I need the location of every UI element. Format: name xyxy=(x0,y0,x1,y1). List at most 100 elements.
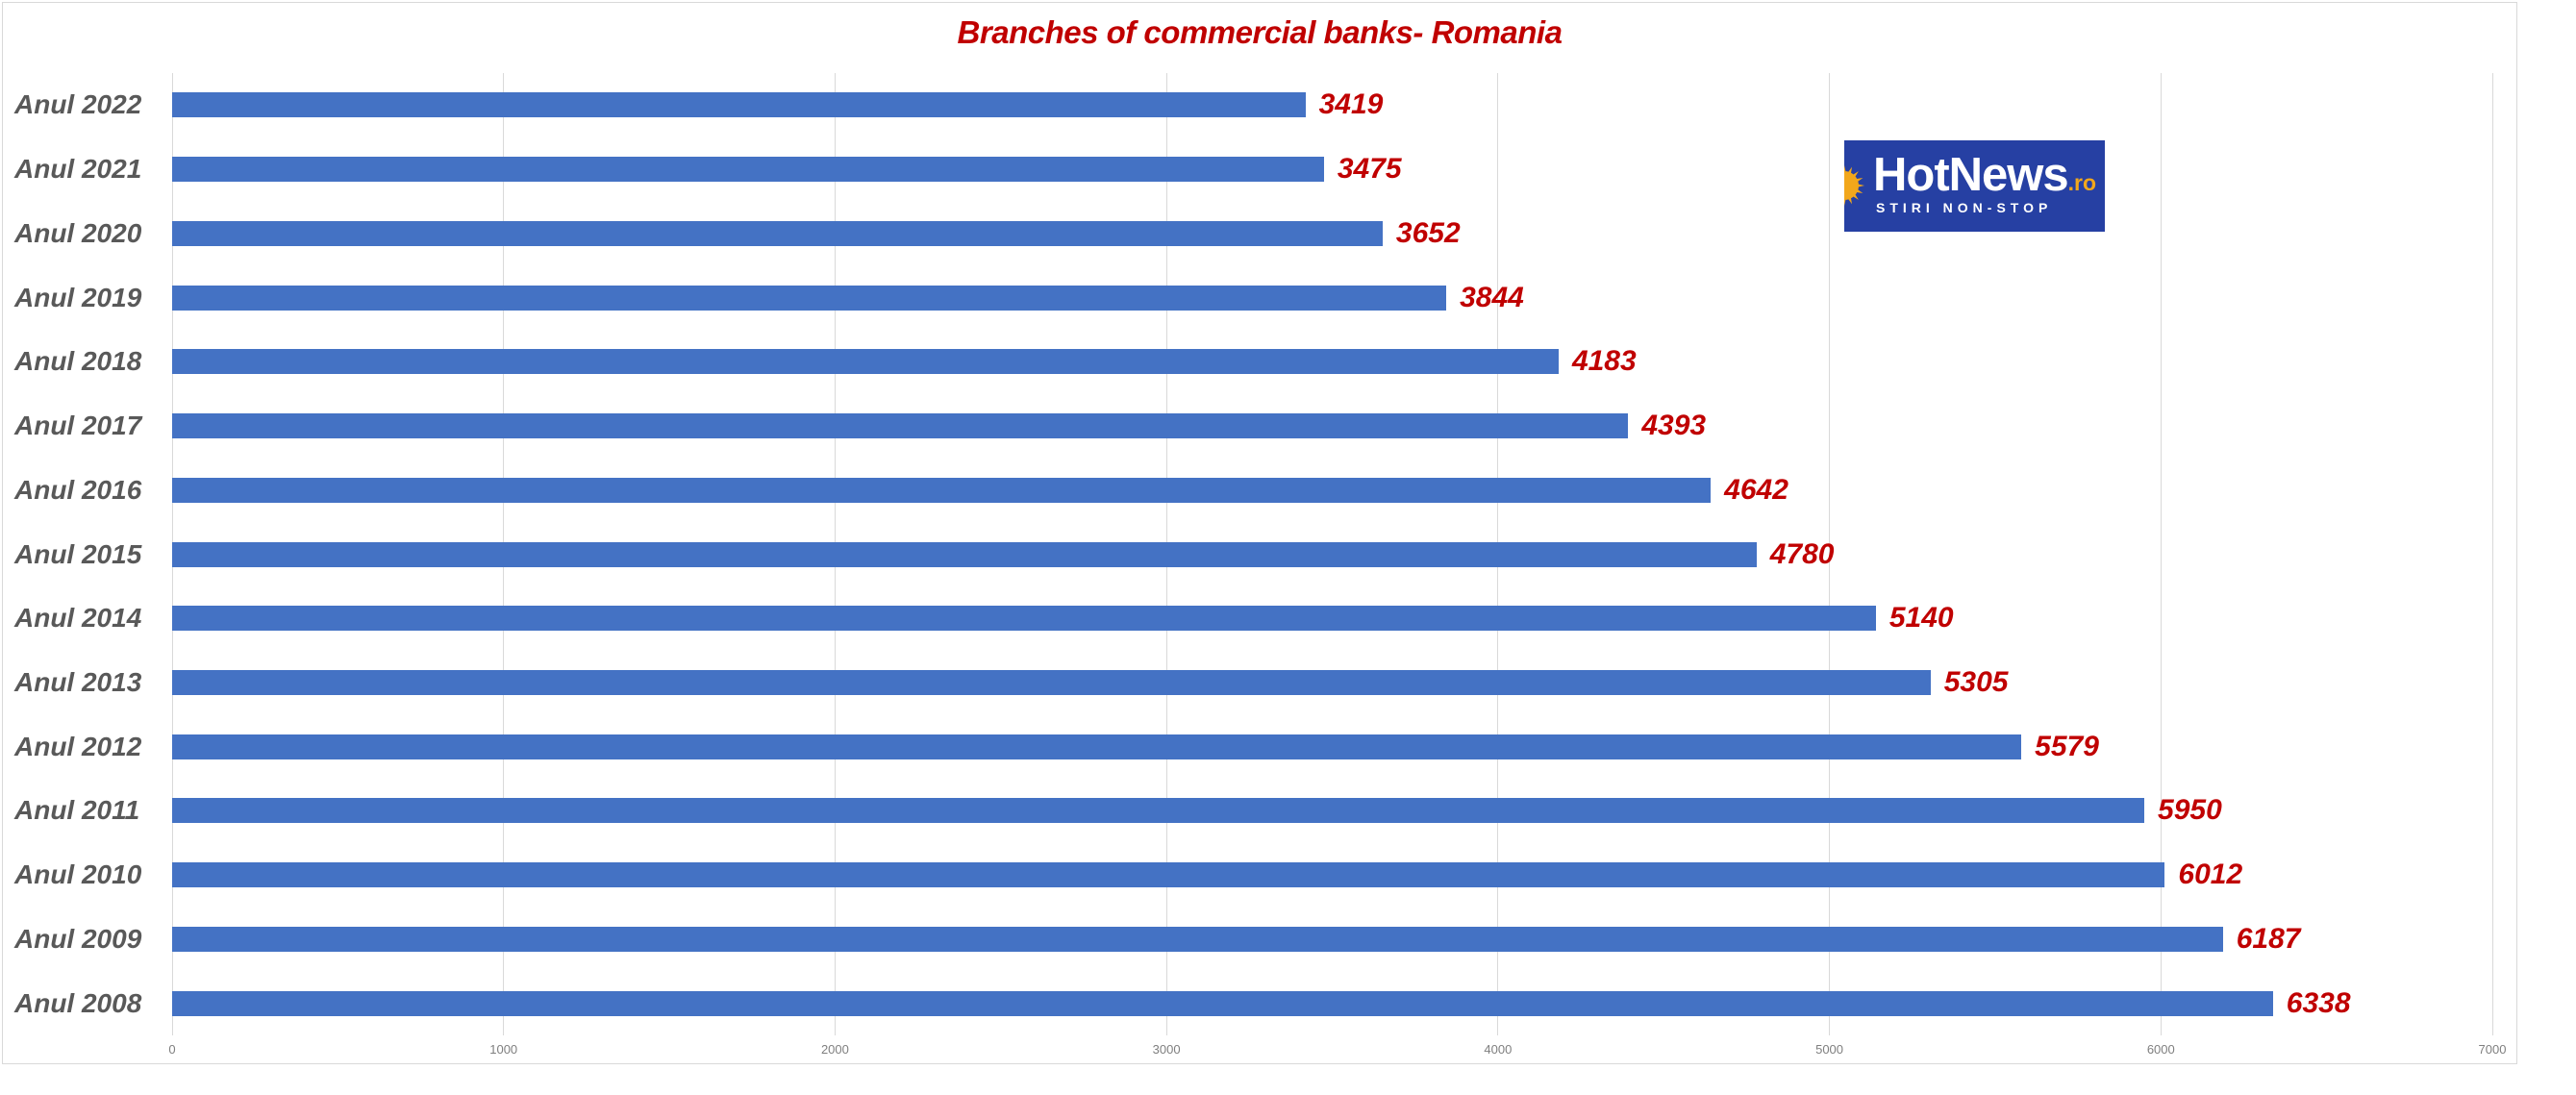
bar xyxy=(172,926,2223,952)
bar-track: 4183 xyxy=(172,330,2492,394)
bar-row: Anul 2015 4780 xyxy=(3,522,2492,586)
category-label: Anul 2012 xyxy=(14,731,142,761)
value-label: 4393 xyxy=(1641,410,1707,442)
bar-track: 4642 xyxy=(172,458,2492,522)
value-label: 3652 xyxy=(1395,216,1461,249)
bar-track: 5579 xyxy=(172,714,2492,779)
bar-row: Anul 2013 5305 xyxy=(3,651,2492,715)
category-label: Anul 2020 xyxy=(14,217,142,248)
value-label: 3844 xyxy=(1460,281,1524,313)
category-label: Anul 2015 xyxy=(14,538,142,569)
bar xyxy=(172,541,1757,567)
category-label: Anul 2013 xyxy=(14,666,142,697)
tick-label: 6000 xyxy=(2146,1042,2175,1057)
bar xyxy=(172,413,1629,439)
category-label: Anul 2016 xyxy=(14,474,142,505)
value-label: 5140 xyxy=(1888,602,1954,635)
tick-label: 4000 xyxy=(1484,1042,1513,1057)
bar-row: Anul 2020 3652 xyxy=(3,201,2492,265)
bar xyxy=(172,157,1324,183)
category-label: Anul 2010 xyxy=(14,859,142,890)
bar xyxy=(172,862,2165,888)
sun-ray xyxy=(1852,171,1859,178)
bar-track: 6187 xyxy=(172,908,2492,972)
value-label: 5579 xyxy=(2035,730,2099,762)
value-label: 4780 xyxy=(1769,537,1835,570)
category-label: Anul 2008 xyxy=(14,987,142,1018)
bar xyxy=(172,798,2145,824)
sun-ray xyxy=(1847,197,1853,205)
bar xyxy=(172,477,1712,503)
sun-icon xyxy=(1844,165,1864,206)
bar-track: 4393 xyxy=(172,394,2492,459)
bar xyxy=(172,220,1383,246)
category-label: Anul 2019 xyxy=(14,282,142,312)
gridline xyxy=(2160,73,2162,1035)
sun-ray xyxy=(1844,165,1846,173)
chart-frame: Branches of commercial banks- Romania An… xyxy=(2,2,2517,1064)
plot-area: Anul 2022 3419 Anul 2021 3475 Anul 2020 3652 A… xyxy=(14,73,2493,1035)
value-label: 4183 xyxy=(1571,345,1637,378)
bar-track: 3475 xyxy=(172,137,2492,202)
bar-track: 3419 xyxy=(172,73,2492,137)
logo-wordmark: HotNews.ro xyxy=(1873,148,2096,202)
bar-row: Anul 2014 5140 xyxy=(3,586,2492,651)
value-label: 6338 xyxy=(2286,986,2351,1019)
bar-row: Anul 2008 6338 xyxy=(3,971,2492,1035)
bar xyxy=(172,285,1447,311)
bar-row: Anul 2009 6187 xyxy=(3,908,2492,972)
tick-label: 1000 xyxy=(489,1042,518,1057)
bar-row: Anul 2022 3419 xyxy=(3,73,2492,137)
value-label: 5305 xyxy=(1943,665,2009,698)
bar-row: Anul 2011 5950 xyxy=(3,779,2492,843)
bar-track: 3652 xyxy=(172,201,2492,265)
sun-ray xyxy=(1856,177,1863,183)
sun-ray xyxy=(1857,184,1864,187)
sun-rays xyxy=(1844,165,1864,206)
bar-row: Anul 2017 4393 xyxy=(3,394,2492,459)
logo-tagline: STIRI NON-STOP xyxy=(1876,200,2053,215)
bar-row: Anul 2016 4642 xyxy=(3,458,2492,522)
category-label: Anul 2011 xyxy=(14,795,140,826)
bar-rows: Anul 2022 3419 Anul 2021 3475 Anul 2020 3652 A… xyxy=(3,73,2492,1035)
tick-label: 7000 xyxy=(2478,1042,2507,1057)
sun-ray xyxy=(1852,193,1859,200)
hotnews-logo: HotNews.ro STIRI NON-STOP xyxy=(1844,140,2105,232)
sun-ray xyxy=(1856,188,1863,194)
bar xyxy=(172,606,1876,632)
bar-track: 5305 xyxy=(172,651,2492,715)
bar-track: 5140 xyxy=(172,586,2492,651)
bar xyxy=(172,349,1559,375)
bar-track: 4780 xyxy=(172,522,2492,586)
value-label: 6187 xyxy=(2236,922,2301,955)
logo-name: HotNews xyxy=(1873,149,2069,201)
category-label: Anul 2009 xyxy=(14,923,142,954)
bar-track: 3844 xyxy=(172,265,2492,330)
category-label: Anul 2021 xyxy=(14,154,142,185)
x-axis-ticks: 0 1000 2000 3000 4000 5000 6000 7000 xyxy=(168,1042,2506,1061)
bar-row: Anul 2012 5579 xyxy=(3,714,2492,779)
value-label: 5950 xyxy=(2158,794,2222,827)
tick-label: 2000 xyxy=(820,1042,849,1057)
value-label: 6012 xyxy=(2178,859,2243,891)
tick-label: 3000 xyxy=(1152,1042,1181,1057)
bar-track: 6012 xyxy=(172,843,2492,908)
bar-row: Anul 2021 3475 xyxy=(3,137,2492,202)
chart-title: Branches of commercial banks- Romania xyxy=(957,14,1563,50)
bar-row: Anul 2010 6012 xyxy=(3,843,2492,908)
sun-ray xyxy=(1847,166,1853,174)
category-label: Anul 2014 xyxy=(14,603,142,634)
tick-label: 0 xyxy=(168,1042,176,1057)
tick-label: 5000 xyxy=(1815,1042,1844,1057)
bar xyxy=(172,92,1306,118)
bar xyxy=(172,990,2273,1016)
category-label: Anul 2017 xyxy=(14,411,142,441)
bar-track: 6338 xyxy=(172,971,2492,1035)
value-label: 3475 xyxy=(1337,153,1402,186)
gridline xyxy=(2491,73,2493,1035)
gridline xyxy=(1829,73,1831,1035)
bar xyxy=(172,734,2022,759)
logo-suffix: .ro xyxy=(2067,170,2097,195)
bar-track: 5950 xyxy=(172,779,2492,843)
